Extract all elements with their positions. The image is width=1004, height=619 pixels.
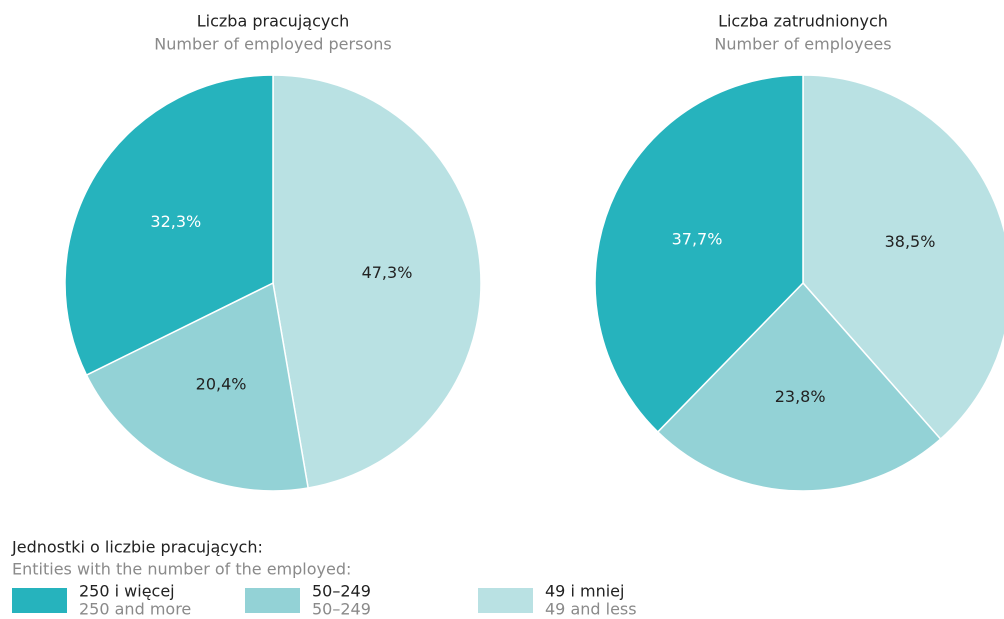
legend-sublabel: 250 and more	[79, 600, 191, 619]
pie-slice	[64, 74, 274, 377]
legend-swatch	[478, 588, 533, 613]
pie-slice	[656, 281, 942, 492]
legend-swatch	[12, 588, 67, 613]
legend-label: 250 i więcej	[79, 582, 175, 601]
slice-label: 47,3%	[362, 263, 413, 282]
slice-label: 38,5%	[885, 232, 936, 251]
legend-label: 49 i mniej	[545, 582, 624, 601]
legend-swatch	[245, 588, 300, 613]
pie-slice	[85, 281, 309, 492]
legend-sublabel: 50–249	[312, 600, 371, 619]
legend-label: 50–249	[312, 582, 371, 601]
legend-title: Jednostki o liczbie pracujących:	[11, 538, 263, 557]
pie-slice	[272, 74, 482, 489]
legend-subtitle: Entities with the number of the employed…	[12, 560, 351, 579]
chart-subtitle: Number of employees	[714, 35, 891, 54]
slice-label: 37,7%	[672, 229, 723, 248]
pie-slice	[802, 74, 1004, 441]
pie-slice	[594, 74, 804, 433]
chart-subtitle: Number of employed persons	[154, 35, 391, 54]
slice-label: 20,4%	[196, 374, 247, 393]
slice-label: 32,3%	[150, 212, 201, 231]
chart-title: Liczba pracujących	[197, 12, 350, 31]
slice-label: 23,8%	[775, 387, 826, 406]
chart-title: Liczba zatrudnionych	[718, 12, 888, 31]
legend-sublabel: 49 and less	[545, 600, 637, 619]
